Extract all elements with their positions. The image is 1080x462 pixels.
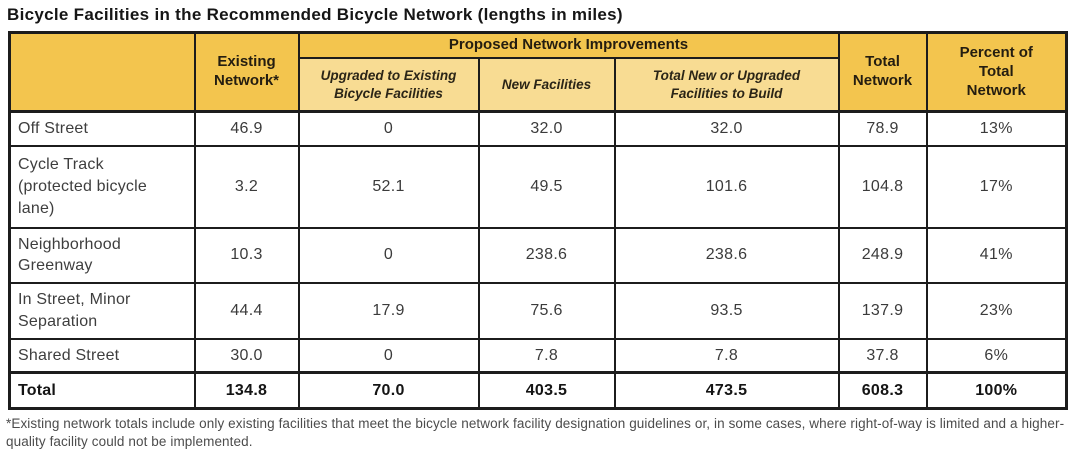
table-row-shared-street: Shared Street 30.0 0 7.8 7.8 37.8 6% (8, 337, 1068, 374)
row-label: Neighborhood Greenway (8, 226, 196, 284)
cell-percent: 17% (925, 144, 1068, 229)
cell-existing: 10.3 (193, 226, 300, 284)
table-row-total: Total 134.8 70.0 403.5 473.5 608.3 100% (8, 371, 1068, 410)
header-corner-cell (8, 31, 196, 113)
cell-total-network: 137.9 (837, 281, 928, 340)
table-row-in-street-minor-separation: In Street, Minor Separation 44.4 17.9 75… (8, 281, 1068, 340)
cell-total-new: 93.5 (613, 281, 840, 340)
row-label: In Street, Minor Separation (8, 281, 196, 340)
cell-existing-total: 134.8 (193, 371, 300, 410)
cell-upgraded: 17.9 (297, 281, 480, 340)
cell-percent-total: 100% (925, 371, 1068, 410)
header-new-facilities: New Facilities (477, 56, 616, 113)
bicycle-network-table: Existing Network* Proposed Network Impro… (8, 31, 1069, 411)
cell-total-new: 7.8 (613, 337, 840, 374)
cell-existing: 44.4 (193, 281, 300, 340)
cell-existing: 3.2 (193, 144, 300, 229)
cell-existing: 46.9 (193, 110, 300, 147)
header-upgraded-existing: Upgraded to Existing Bicycle Facilities (297, 56, 480, 113)
table-row-neighborhood-greenway: Neighborhood Greenway 10.3 0 238.6 238.6… (8, 226, 1068, 284)
cell-percent: 23% (925, 281, 1068, 340)
row-label-total: Total (8, 371, 196, 410)
row-label: Off Street (8, 110, 196, 147)
table-row-off-street: Off Street 46.9 0 32.0 32.0 78.9 13% (8, 110, 1068, 147)
header-total-new-upgraded: Total New or Upgraded Facilities to Buil… (613, 56, 840, 113)
cell-total-new: 32.0 (613, 110, 840, 147)
cell-percent: 13% (925, 110, 1068, 147)
cell-new: 238.6 (477, 226, 616, 284)
cell-total-new: 101.6 (613, 144, 840, 229)
cell-total-new: 238.6 (613, 226, 840, 284)
cell-percent: 6% (925, 337, 1068, 374)
cell-total-network-total: 608.3 (837, 371, 928, 410)
cell-new-total: 403.5 (477, 371, 616, 410)
header-total-network: Total Network (837, 31, 928, 113)
cell-upgraded-total: 70.0 (297, 371, 480, 410)
table-row-cycle-track: Cycle Track (protected bicycle lane) 3.2… (8, 144, 1068, 229)
cell-total-network: 248.9 (837, 226, 928, 284)
cell-total-new-total: 473.5 (613, 371, 840, 410)
cell-total-network: 78.9 (837, 110, 928, 147)
row-label: Cycle Track (protected bicycle lane) (8, 144, 196, 229)
cell-new: 49.5 (477, 144, 616, 229)
cell-new: 7.8 (477, 337, 616, 374)
cell-new: 32.0 (477, 110, 616, 147)
cell-new: 75.6 (477, 281, 616, 340)
table-body: Off Street 46.9 0 32.0 32.0 78.9 13% Cyc… (8, 110, 1068, 410)
row-label: Shared Street (8, 337, 196, 374)
header-row-group: Existing Network* Proposed Network Impro… (8, 31, 1068, 113)
cell-percent: 41% (925, 226, 1068, 284)
header-existing-network: Existing Network* (193, 31, 300, 113)
table-header: Existing Network* Proposed Network Impro… (8, 31, 1068, 113)
cell-upgraded: 0 (297, 337, 480, 374)
header-row-sub: Upgraded to Existing Bicycle Facilities … (10, 56, 1067, 113)
cell-upgraded: 52.1 (297, 144, 480, 229)
header-percent-of-total: Percent of Total Network (925, 31, 1068, 113)
header-proposed-improvements-group: Proposed Network Improvements (297, 31, 840, 59)
cell-total-network: 104.8 (837, 144, 928, 229)
cell-total-network: 37.8 (837, 337, 928, 374)
page-title: Bicycle Facilities in the Recommended Bi… (7, 5, 623, 24)
cell-upgraded: 0 (297, 226, 480, 284)
cell-existing: 30.0 (193, 337, 300, 374)
cell-upgraded: 0 (297, 110, 480, 147)
footnote: *Existing network totals include only ex… (6, 416, 1065, 449)
